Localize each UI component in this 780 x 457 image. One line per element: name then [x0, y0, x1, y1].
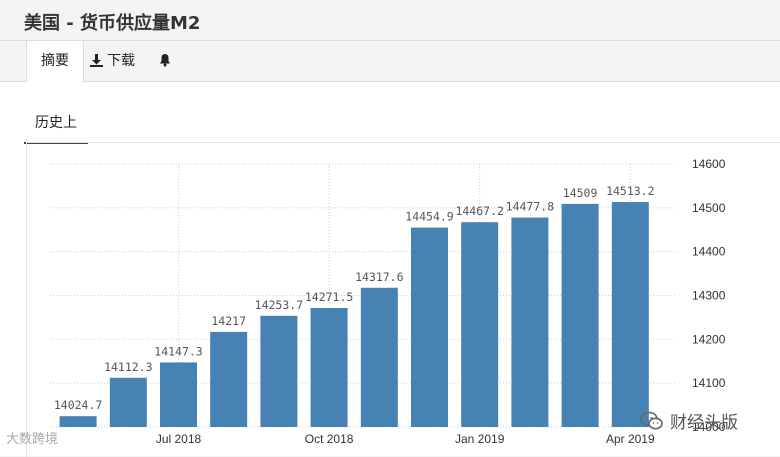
tab-alerts[interactable]: [158, 41, 172, 81]
x-tick-label: Jan 2019: [455, 432, 505, 446]
bar: [260, 315, 298, 427]
bar: [411, 227, 448, 427]
bar-value-label: 14217: [211, 314, 246, 328]
download-icon: [90, 54, 103, 67]
bell-icon: [160, 54, 170, 67]
y-tick-label: 14600: [692, 157, 726, 171]
y-tick-label: 14300: [692, 289, 726, 303]
watermark-right-text: 财经头版: [670, 413, 738, 433]
y-tick-label: 14000: [692, 420, 726, 434]
tabs-bar: 摘要 下载: [0, 41, 780, 82]
tab-download[interactable]: 下载: [90, 41, 135, 81]
y-tick-label: 14500: [692, 201, 726, 215]
y-tick-label: 14400: [692, 245, 726, 259]
bar-value-label: 14467.2: [455, 204, 503, 218]
bar-value-label: 14477.8: [506, 200, 555, 214]
bar-value-label: 14024.7: [54, 398, 103, 412]
title-bar: 美国 - 货币供应量M2: [0, 0, 780, 41]
watermark-left-text: 大数跨境: [6, 432, 59, 447]
y-tick-label: 14100: [692, 376, 726, 390]
tab-summary-label: 摘要: [41, 53, 69, 69]
bar-value-label: 14513.2: [606, 184, 654, 198]
bar-value-label: 14147.3: [154, 344, 203, 358]
bar: [561, 203, 599, 427]
bar: [210, 331, 248, 427]
watermark-left: 大数跨境: [6, 428, 58, 447]
chart-frame: [26, 142, 780, 457]
bar-value-label: 14112.3: [104, 360, 153, 374]
bar: [310, 307, 348, 427]
bar: [511, 217, 549, 427]
page-title: 美国 - 货币供应量M2: [24, 13, 201, 34]
tab-history[interactable]: 历史上: [24, 106, 88, 144]
bar: [611, 202, 649, 427]
bar-value-label: 14509: [563, 186, 598, 200]
tab-download-label: 下载: [107, 53, 135, 69]
bar: [160, 362, 197, 427]
bar: [59, 416, 97, 427]
x-tick-label: Apr 2019: [606, 432, 655, 446]
tab-summary[interactable]: 摘要: [26, 41, 84, 82]
bar: [461, 222, 499, 427]
x-tick-label: Oct 2018: [305, 432, 354, 446]
bar: [360, 287, 398, 427]
bar-value-label: 14454.9: [405, 210, 454, 224]
bar-value-label: 14317.6: [355, 270, 404, 284]
y-tick-label: 14200: [692, 332, 726, 346]
x-tick-label: Jul 2018: [156, 432, 202, 446]
bar-value-label: 14271.5: [305, 290, 353, 304]
wechat-icon: [640, 411, 663, 430]
watermark-right: 财经头版: [640, 408, 738, 433]
bar: [109, 377, 147, 427]
bar-value-label: 14253.7: [255, 298, 304, 312]
